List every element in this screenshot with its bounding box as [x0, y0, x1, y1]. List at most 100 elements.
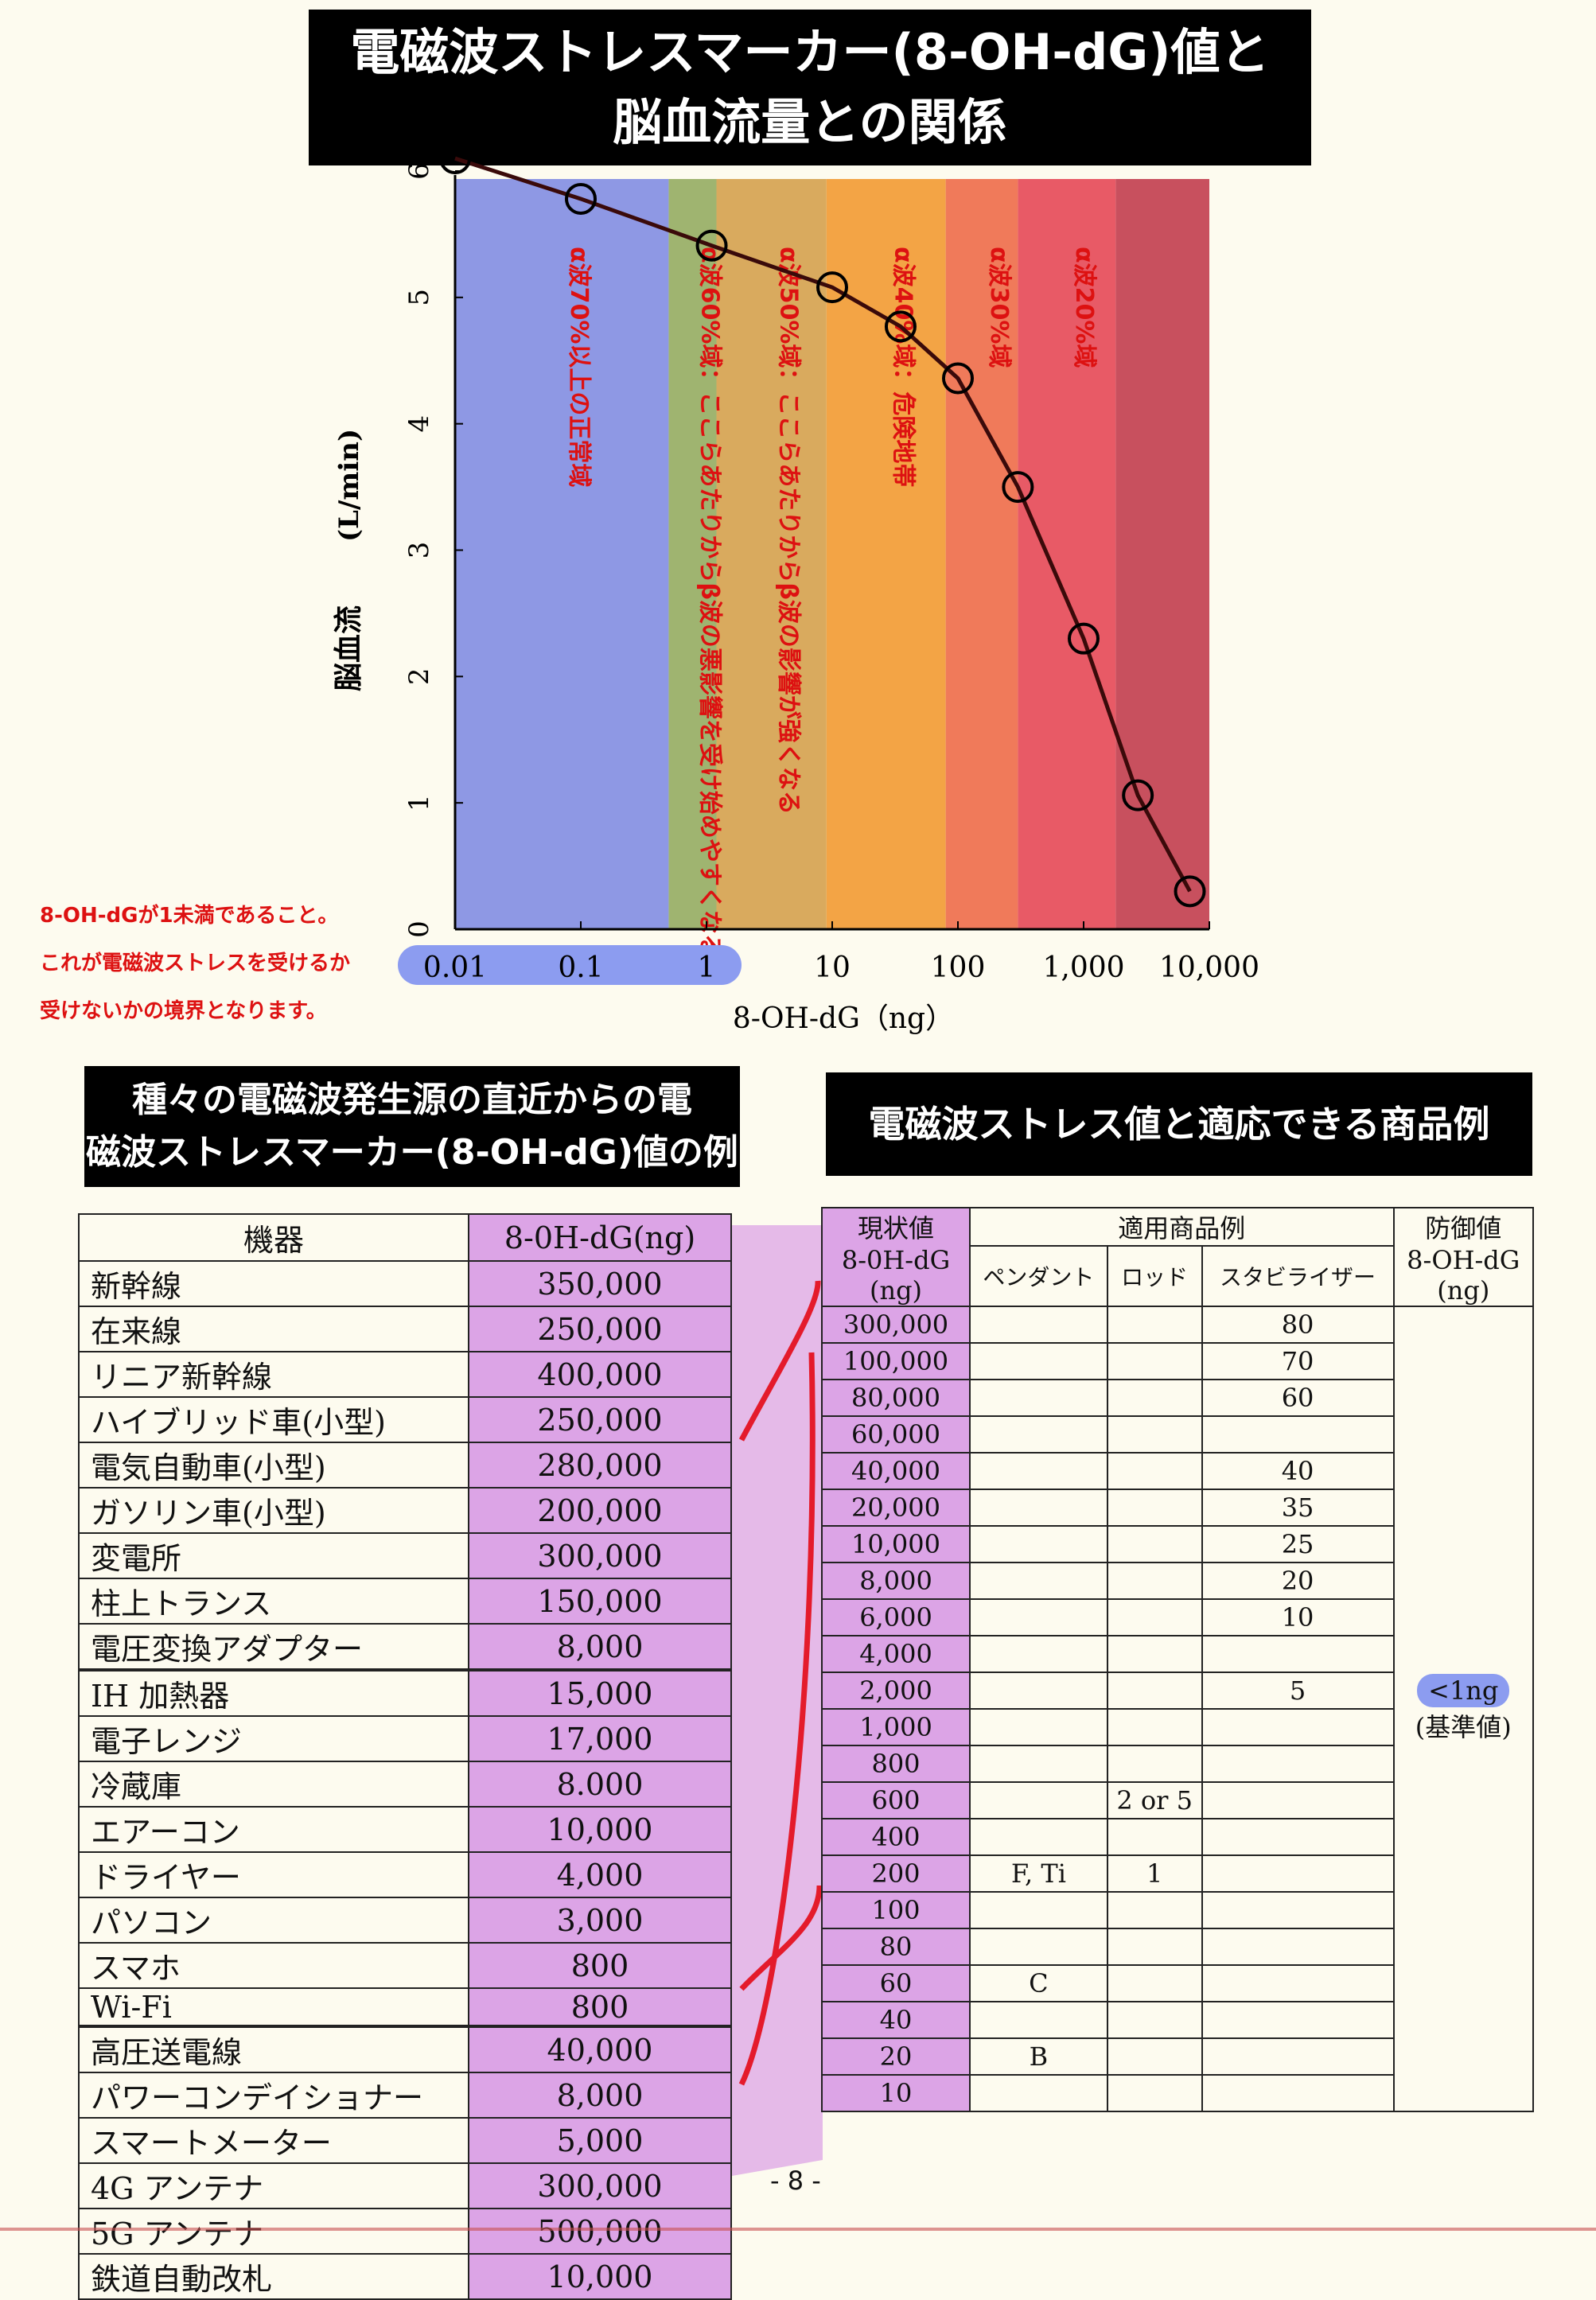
- x-tick-label-4: 100: [931, 952, 986, 984]
- stabilizer-cell: 60: [1201, 1379, 1395, 1417]
- zone-label-3: α波40%域：危険地帯: [889, 247, 917, 487]
- defense-note: (基準値): [1415, 1712, 1512, 1742]
- pendant-cell: [969, 1415, 1108, 1454]
- note-line-1: 8-OH-dGが1未満であること。: [40, 904, 339, 928]
- pendant-cell: C: [969, 1964, 1108, 2002]
- table-row: スマートメーター 5,000: [78, 2117, 732, 2164]
- rod-cell: [1106, 1379, 1203, 1417]
- device-value: 150,000: [468, 1578, 732, 1625]
- current-value: 600: [821, 1781, 971, 1819]
- data-point-4: [884, 310, 917, 343]
- table-row: 変電所 300,000: [78, 1532, 732, 1579]
- current-value: 60,000: [821, 1415, 971, 1454]
- current-value: 20,000: [821, 1489, 971, 1527]
- current-value: 2,000: [821, 1671, 971, 1710]
- current-value-header: 現状値 8-0H-dG (ng): [821, 1207, 971, 1307]
- current-value: 40: [821, 2001, 971, 2039]
- table-row: 100: [821, 1891, 1533, 1929]
- pendant-header: ペンダント: [969, 1245, 1108, 1307]
- pendant-cell: [969, 2001, 1108, 2039]
- data-point-7: [1068, 622, 1100, 655]
- current-value: 1,000: [821, 1708, 971, 1746]
- device-name: 在来線: [78, 1306, 469, 1352]
- device-value: 250,000: [468, 1396, 732, 1443]
- rod-cell: [1106, 1415, 1203, 1454]
- device-value: 3,000: [468, 1897, 732, 1944]
- table-row: 20 B: [821, 2037, 1533, 2076]
- rod-cell: [1106, 1342, 1203, 1380]
- table-row: リニア新幹線 400,000: [78, 1351, 732, 1398]
- stabilizer-cell: [1201, 1635, 1395, 1673]
- device-name: 電気自動車(小型): [78, 1442, 469, 1489]
- current-value: 800: [821, 1745, 971, 1783]
- current-value: 6,000: [821, 1598, 971, 1636]
- stabilizer-cell: [1201, 1854, 1395, 1893]
- y-axis-label: 脳血流: [332, 605, 365, 691]
- table-row: 100,000 70: [821, 1342, 1533, 1380]
- rod-cell: [1106, 1671, 1203, 1710]
- stabilizer-cell: [1201, 2001, 1395, 2039]
- stabilizer-cell: [1201, 1415, 1395, 1454]
- stabilizer-cell: 35: [1201, 1489, 1395, 1527]
- chart-axes: 0.01 0.1 1 10 100 1,000 10,000 0 1 2 3 4 5 6: [398, 162, 1259, 985]
- stabilizer-cell: 10: [1201, 1598, 1395, 1636]
- table-row: 在来線 250,000: [78, 1306, 732, 1352]
- table-row: IH 加熱器 15,000: [78, 1668, 732, 1717]
- product-table: 現状値 8-0H-dG (ng) 適用商品例 防御値 8-OH-dG (ng) …: [821, 1207, 1535, 2112]
- stabilizer-header: スタビライザー: [1201, 1245, 1395, 1307]
- current-value: 80,000: [821, 1379, 971, 1417]
- device-name: ガソリン車(小型): [78, 1487, 469, 1534]
- rod-cell: [1106, 2074, 1203, 2112]
- defense-header-line-3: (ng): [1437, 1275, 1490, 1306]
- device-name: スマホ: [78, 1942, 469, 1989]
- rod-cell: 1: [1106, 1854, 1203, 1893]
- defense-header: 防御値 8-OH-dG (ng): [1392, 1207, 1535, 1307]
- rod-cell: [1106, 1306, 1203, 1344]
- current-header-line-1: 現状値: [857, 1213, 934, 1243]
- x-tick-label-6: 10,000: [1159, 952, 1259, 984]
- note-line-3: 受けないかの境界となります。: [40, 999, 327, 1023]
- device-name: スマートメーター: [78, 2117, 469, 2164]
- table-row: 80: [821, 1928, 1533, 1966]
- y-tick-label-4: 4: [403, 415, 435, 433]
- device-value: 300,000: [468, 1532, 732, 1579]
- table-row: 柱上トランス 150,000: [78, 1578, 732, 1625]
- zone-label-5: α波20%域: [1070, 247, 1098, 368]
- data-point-3: [816, 271, 848, 304]
- stabilizer-cell: [1201, 1745, 1395, 1783]
- data-point-6: [1002, 471, 1034, 504]
- stabilizer-cell: 5: [1201, 1671, 1395, 1710]
- table-row: 1,000: [821, 1708, 1533, 1746]
- table-row: 4,000: [821, 1635, 1533, 1673]
- x-tick-label-1: 0.1: [558, 952, 603, 984]
- zone-band-0: [455, 179, 669, 929]
- stabilizer-cell: [1201, 1928, 1395, 1966]
- rod-cell: 2 or 5: [1106, 1781, 1203, 1819]
- table-row: パソコン 3,000: [78, 1897, 732, 1944]
- zone-band-5: [1018, 179, 1116, 929]
- pendant-cell: F, Ti: [969, 1854, 1108, 1893]
- device-header: 機器: [78, 1213, 469, 1262]
- device-value: 8.000: [468, 1761, 732, 1808]
- table-row: 60 C: [821, 1964, 1533, 2002]
- table-row: ハイブリッド車(小型) 250,000: [78, 1396, 732, 1443]
- rod-cell: [1106, 1818, 1203, 1856]
- pendant-cell: [969, 1342, 1108, 1380]
- rod-cell: [1106, 1745, 1203, 1783]
- blood-flow-chart: α波70%以上の正常域 α波60%域：ここらあたりからβ波の悪影響を受け始めやすく…: [332, 142, 1259, 1035]
- table-row: 10,000 25: [821, 1525, 1533, 1563]
- device-name: パワーコンデイショナー: [78, 2072, 469, 2119]
- data-point-0: [439, 142, 471, 175]
- baseline-highlight: [398, 945, 742, 985]
- pendant-cell: [969, 1928, 1108, 1966]
- pendant-cell: [969, 1671, 1108, 1710]
- table-row: 鉄道自動改札 10,000: [78, 2253, 732, 2300]
- data-point-2: [695, 229, 728, 262]
- y-tick-label-3: 3: [403, 542, 435, 559]
- pendant-cell: [969, 1379, 1108, 1417]
- table-row: 8,000 20: [821, 1562, 1533, 1600]
- rod-cell: [1106, 2001, 1203, 2039]
- stabilizer-cell: [1201, 1964, 1395, 2002]
- table-row: 80,000 60: [821, 1379, 1533, 1417]
- device-name: パソコン: [78, 1897, 469, 1944]
